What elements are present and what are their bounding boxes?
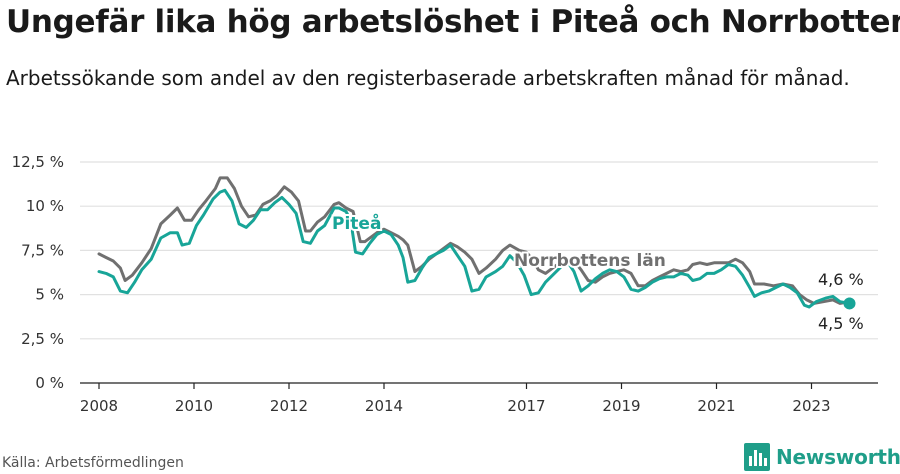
source-note: Källa: Arbetsförmedlingen: [2, 455, 184, 471]
chart-subtitle: Arbetssökande som andel av den registerb…: [6, 66, 850, 90]
x-tick-label: 2012: [270, 397, 308, 415]
series-label-pitea: Piteå: [332, 212, 381, 234]
series-label-norrbotten: Norrbottens län: [514, 251, 666, 271]
y-tick-label: 10 %: [26, 197, 64, 215]
x-tick-label: 2023: [792, 397, 830, 415]
y-tick-label: 0 %: [35, 374, 64, 392]
x-tick-label: 2019: [602, 397, 640, 415]
brand-name: Newsworthy: [776, 445, 900, 469]
brand-logo[interactable]: Newsworthy: [744, 443, 900, 471]
end-label-pitea: 4,5 %: [818, 314, 864, 333]
end-point-pitea: [843, 297, 856, 310]
bar-chart-logo-icon: [744, 443, 770, 471]
end-label-norrbotten: 4,6 %: [818, 270, 864, 289]
y-tick-label: 7,5 %: [21, 241, 64, 259]
x-tick-label: 2014: [365, 397, 403, 415]
x-tick-label: 2010: [175, 397, 213, 415]
y-tick-label: 2,5 %: [21, 330, 64, 348]
x-tick-label: 2021: [697, 397, 735, 415]
x-tick-label: 2017: [507, 397, 545, 415]
series-line-pitea: [97, 188, 851, 309]
y-tick-label: 12,5 %: [12, 153, 64, 171]
y-tick-label: 5 %: [35, 286, 64, 304]
x-tick-label: 2008: [80, 397, 118, 415]
series-line-norrbotten: [97, 176, 851, 305]
chart-title: Ungefär lika hög arbetslöshet i Piteå oc…: [6, 4, 900, 40]
